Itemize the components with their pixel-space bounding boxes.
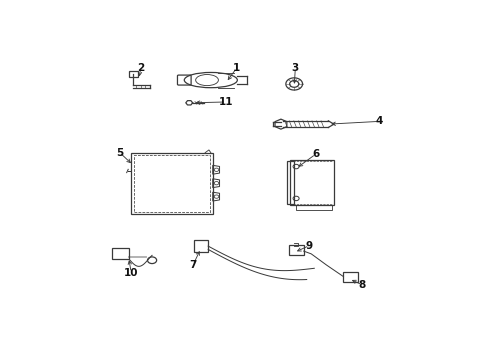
Text: 8: 8	[358, 280, 366, 290]
Text: 5: 5	[116, 148, 123, 158]
Bar	[131, 153, 212, 214]
Bar	[128, 71, 138, 77]
Text: 2: 2	[137, 63, 144, 73]
Bar	[134, 155, 210, 212]
Text: 6: 6	[311, 149, 319, 159]
Bar	[112, 248, 129, 260]
Text: 11: 11	[218, 97, 233, 107]
Text: 3: 3	[291, 63, 298, 73]
Bar	[290, 159, 333, 205]
Bar	[193, 240, 208, 252]
Text: 4: 4	[375, 116, 383, 126]
Bar	[288, 245, 303, 255]
Text: 7: 7	[189, 260, 196, 270]
Text: 1: 1	[232, 63, 240, 73]
Bar	[343, 271, 357, 282]
Bar	[286, 161, 294, 204]
Bar	[296, 205, 331, 210]
Text: 9: 9	[305, 240, 312, 251]
Text: 10: 10	[124, 268, 138, 278]
